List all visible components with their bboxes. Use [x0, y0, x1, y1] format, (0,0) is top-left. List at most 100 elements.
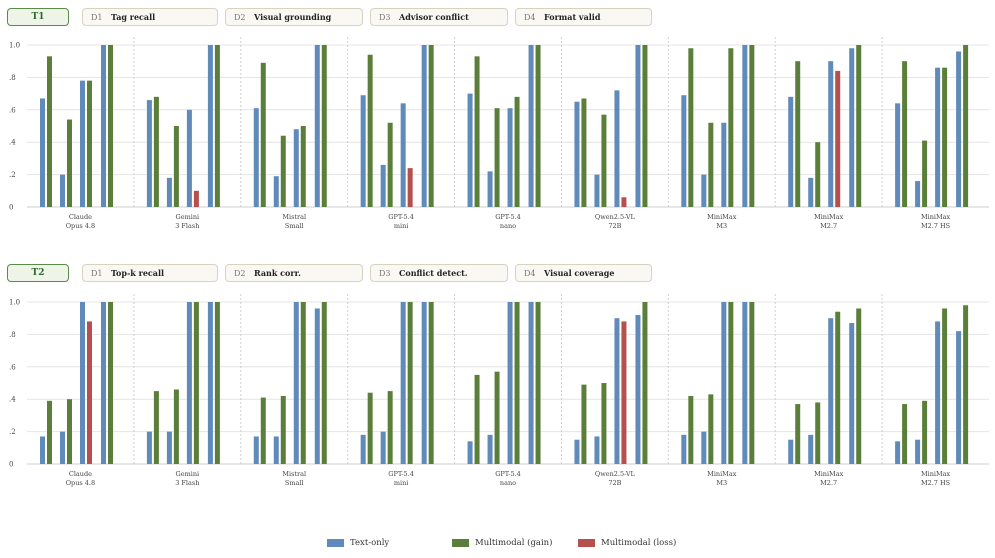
category-label: Gemini — [176, 213, 200, 221]
bar-text-only — [467, 93, 473, 207]
bar-text-only — [935, 67, 941, 208]
bar-multimodal-gain — [214, 302, 220, 464]
bar-text-only — [360, 434, 366, 464]
metric-tab-t1-d4[interactable]: D4 Format valid — [515, 8, 652, 26]
bar-text-only — [721, 302, 727, 464]
bar-text-only — [380, 164, 386, 207]
metric-tab-t1-d3[interactable]: D3 Advisor conflict — [370, 8, 508, 26]
metric-label: Visual grounding — [254, 12, 332, 22]
bar-text-only — [614, 90, 620, 207]
bar-multimodal-gain — [642, 302, 648, 464]
metric-tab-t2-d1[interactable]: D1 Top-k recall — [82, 264, 218, 282]
bar-multimodal-gain — [67, 119, 72, 207]
bar-text-only — [253, 436, 259, 464]
bar-text-only — [487, 434, 493, 464]
panel-tab-t1[interactable]: T1 — [7, 8, 69, 26]
metric-label: Visual coverage — [544, 268, 615, 278]
bar-text-only — [681, 95, 687, 207]
bar-text-only — [849, 48, 855, 207]
bar-multimodal-gain — [601, 383, 607, 464]
bar-text-only — [314, 308, 320, 464]
bar-multimodal-gain — [153, 391, 159, 464]
category-label: GPT-5.4 — [495, 213, 521, 221]
category-label: M3 — [716, 479, 727, 487]
bar-multimodal-gain — [474, 56, 480, 208]
bar-multimodal-gain — [815, 142, 821, 207]
legend-label: Multimodal (gain) — [475, 538, 553, 548]
category-label: MiniMax — [921, 213, 951, 221]
bar-text-only — [146, 100, 152, 207]
bar-text-only — [487, 171, 493, 207]
bar-multimodal-gain — [173, 389, 179, 464]
bar-text-only — [915, 181, 921, 207]
bar-multimodal-gain — [581, 384, 587, 464]
metric-tab-t2-d4[interactable]: D4 Visual coverage — [515, 264, 652, 282]
bar-multimodal-gain — [367, 54, 373, 207]
metric-label: Format valid — [544, 12, 601, 22]
category-label: Mistral — [282, 213, 306, 221]
category-label: Opus 4.8 — [66, 479, 95, 487]
bar-multimodal-gain — [688, 48, 694, 207]
bar-multimodal-gain — [494, 108, 500, 207]
bar-text-only — [80, 80, 85, 207]
metric-tab-t2-d2[interactable]: D2 Rank corr. — [225, 264, 363, 282]
bar-text-only — [400, 103, 406, 207]
bar-text-only — [956, 331, 962, 464]
metric-tab-t2-d3[interactable]: D3 Conflict detect. — [370, 264, 508, 282]
bar-multimodal-gain — [108, 302, 113, 464]
category-label: GPT-5.4 — [495, 470, 521, 478]
bar-text-only — [186, 302, 192, 464]
y-tick-label: .2 — [9, 171, 16, 179]
category-label: M2.7 — [820, 222, 837, 230]
bar-text-only — [421, 302, 427, 464]
y-tick-label: .8 — [9, 331, 16, 339]
category-label: Claude — [69, 213, 92, 221]
y-tick-label: .2 — [9, 428, 16, 436]
y-tick-label: .6 — [9, 106, 16, 114]
bar-text-only — [915, 439, 921, 464]
bar-text-only — [956, 51, 962, 208]
legend-swatch-loss — [578, 538, 595, 547]
bar-multimodal-gain — [260, 397, 266, 464]
bar-multimodal-gain — [407, 302, 413, 464]
bar-multimodal-gain — [514, 302, 520, 464]
category-label: MiniMax — [707, 470, 737, 478]
legend-label: Multimodal (loss) — [601, 538, 677, 548]
bar-text-only — [293, 302, 299, 464]
bar-text-only — [314, 45, 320, 207]
bar-multimodal-loss — [87, 321, 92, 464]
bar-text-only — [60, 174, 65, 207]
legend-swatch-text-only — [327, 538, 344, 547]
bar-multimodal-gain — [280, 395, 286, 464]
bar-text-only — [273, 436, 279, 464]
bar-multimodal-gain — [47, 400, 52, 464]
category-label: nano — [500, 479, 516, 487]
bar-text-only — [701, 174, 707, 207]
metric-tab-t1-d1[interactable]: D1 Tag recall — [82, 8, 218, 26]
metric-tab-t1-d2[interactable]: D2 Visual grounding — [225, 8, 363, 26]
y-tick-label: .4 — [9, 139, 16, 147]
legend-label: Text-only — [350, 538, 390, 548]
bar-multimodal-gain — [902, 404, 908, 464]
legend-item-loss: Multimodal (loss) — [578, 538, 676, 548]
category-label: nano — [500, 222, 516, 230]
category-label: GPT-5.4 — [388, 470, 414, 478]
bar-text-only — [467, 441, 473, 464]
bar-text-only — [101, 302, 106, 464]
bar-multimodal-gain — [942, 308, 948, 464]
bar-multimodal-gain — [795, 404, 801, 464]
bar-multimodal-gain — [728, 302, 734, 464]
bar-text-only — [574, 101, 580, 207]
bar-multimodal-gain — [260, 62, 266, 207]
panel-tab-t2[interactable]: T2 — [7, 264, 69, 282]
metric-code: D1 — [91, 13, 103, 22]
bar-multimodal-gain — [688, 395, 694, 464]
metric-code: D2 — [234, 269, 246, 278]
bar-text-only — [742, 302, 748, 464]
category-label: Claude — [69, 470, 92, 478]
category-label: MiniMax — [921, 470, 951, 478]
bar-text-only — [166, 431, 172, 464]
category-label: 72B — [608, 222, 621, 230]
metric-label: Advisor conflict — [399, 12, 469, 22]
